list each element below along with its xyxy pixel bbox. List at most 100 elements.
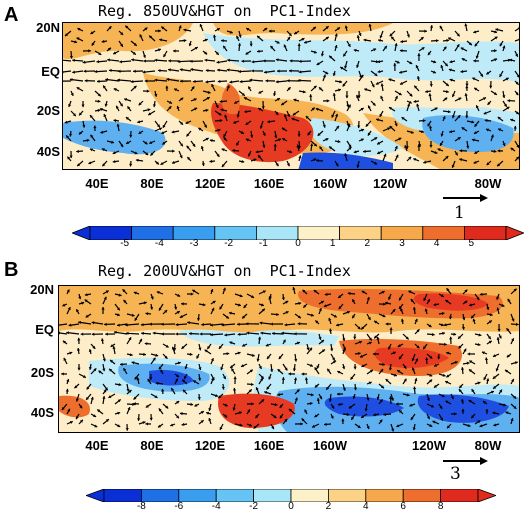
wind-vector-head: [274, 403, 278, 407]
wind-vector-head: [515, 53, 519, 57]
wind-vector-head: [342, 338, 346, 342]
wind-vector-head: [422, 119, 426, 123]
wind-vector-head: [319, 146, 323, 150]
wind-vector-head: [131, 58, 135, 62]
wind-vector-head: [69, 421, 73, 424]
wind-vector-head: [155, 161, 159, 165]
wind-vector-head: [282, 138, 286, 141]
wind-vector-head: [486, 378, 490, 382]
wind-vector-head: [467, 423, 471, 428]
wind-vector-head: [98, 52, 102, 55]
wind-vector-head: [304, 409, 308, 413]
wind-vector-head: [237, 351, 241, 355]
colorbar-tick-label: 4: [363, 501, 369, 512]
wind-vector-head: [201, 322, 204, 327]
wind-vector-head: [389, 33, 393, 37]
wind-vector-head: [376, 396, 380, 400]
wind-vector-head: [124, 98, 128, 102]
wind-vector-head: [221, 323, 225, 327]
wind-vector-head: [205, 80, 209, 84]
wind-vector-head: [298, 59, 302, 63]
wind-vector-head: [144, 79, 148, 83]
wind-vector-head: [516, 156, 519, 160]
wind-vector-head: [309, 363, 313, 367]
wind-vector-head: [505, 411, 509, 415]
wind-vector-head: [460, 69, 464, 74]
wind-vector-head: [94, 424, 98, 428]
wind-vector-head: [255, 150, 259, 154]
wind-vector-head: [460, 399, 465, 402]
wind-vector-head: [242, 343, 246, 347]
wind-vector-head: [232, 407, 236, 411]
colorbar-tick-label: -4: [154, 238, 164, 249]
wind-vector-head: [498, 335, 502, 339]
wind-vector-head: [116, 307, 120, 311]
wind-vector-head: [477, 381, 481, 385]
wind-vector-head: [486, 306, 490, 310]
wind-vector-head: [495, 368, 499, 372]
wind-vector-head: [297, 322, 301, 326]
wind-vector-head: [250, 382, 254, 386]
wind-vector-head: [348, 405, 352, 409]
wind-vector-head: [293, 98, 297, 102]
wind-vector-head: [251, 60, 255, 64]
wind-vector-head: [488, 340, 492, 344]
wind-vector-head: [314, 414, 318, 418]
wind-vector-head: [506, 328, 510, 332]
wind-vector-head: [388, 367, 393, 371]
wind-vector-head: [157, 68, 161, 73]
wind-vector-head: [356, 64, 360, 68]
wind-vector: [59, 332, 68, 335]
wind-vector-head: [184, 366, 188, 370]
wind-vectors-a: [63, 23, 519, 168]
wind-vector-head: [181, 345, 185, 349]
wind-vector-head: [273, 143, 277, 147]
wind-vector-head: [401, 117, 405, 121]
wind-vector-head: [122, 289, 126, 293]
wind-vector-head: [445, 90, 449, 94]
wind-vector-head: [325, 71, 329, 75]
wind-vector-head: [424, 29, 427, 33]
wind-vector-head: [223, 376, 226, 380]
wind-vector-head: [338, 88, 341, 92]
wind-vector-head: [264, 391, 268, 395]
wind-vector-head: [97, 409, 101, 413]
wind-vector-head: [353, 336, 357, 340]
reference-vector-label-b: 3: [450, 464, 461, 484]
wind-vectors-b: [59, 287, 519, 432]
wind-vector-head: [342, 387, 346, 391]
wind-vector-head: [148, 112, 152, 116]
wind-vector-head: [352, 315, 355, 319]
wind-vector-head: [502, 143, 506, 147]
wind-vector-head: [445, 400, 449, 404]
wind-vector-head: [496, 296, 500, 300]
wind-vector-head: [471, 120, 475, 124]
wind-vector-head: [119, 103, 123, 107]
wind-vector-head: [457, 137, 461, 140]
wind-vector-head: [410, 417, 414, 421]
wind-vector-head: [120, 144, 124, 148]
wind-vector-head: [180, 79, 183, 83]
wind-vector-head: [515, 81, 519, 85]
wind-vector-head: [393, 63, 397, 66]
wind-vector-head: [502, 45, 506, 49]
wind-vector-head: [404, 145, 408, 149]
wind-vector-head: [127, 106, 131, 110]
wind-vector-head: [125, 428, 129, 431]
wind-vector-head: [302, 90, 306, 94]
wind-vector-head: [313, 158, 317, 162]
wind-vector-head: [427, 299, 430, 303]
wind-vector-head: [408, 156, 412, 160]
wind-vector-head: [307, 132, 311, 136]
wind-vector: [63, 59, 72, 62]
wind-vector-head: [134, 317, 138, 321]
wind-vector-head: [410, 130, 414, 134]
wind-vector-head: [177, 59, 181, 64]
wind-vector-head: [296, 389, 300, 393]
wind-vector-head: [518, 26, 519, 29]
wind-vector-head: [197, 397, 201, 400]
wind-vector-head: [258, 108, 262, 111]
lat-label-eq-a: EQ: [41, 64, 60, 79]
wind-vector-head: [306, 347, 310, 351]
wind-vector-head: [247, 409, 251, 413]
